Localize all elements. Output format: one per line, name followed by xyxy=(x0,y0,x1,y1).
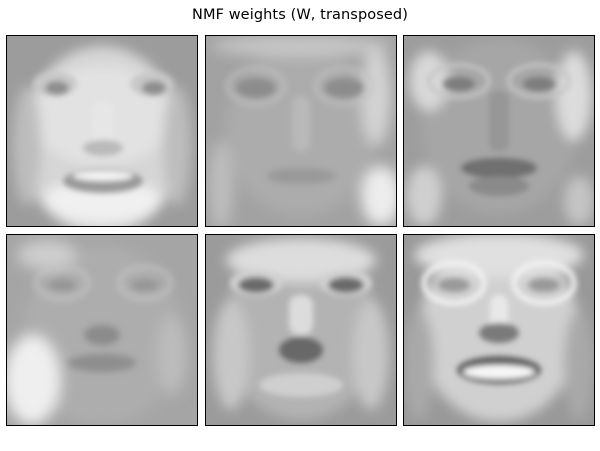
face-component-2 xyxy=(205,35,397,227)
face-component-4 xyxy=(6,234,198,426)
face-component-5 xyxy=(205,234,397,426)
face-component-1 xyxy=(6,35,198,227)
face-image-6 xyxy=(404,235,594,425)
face-image-4 xyxy=(7,235,197,425)
face-image-3 xyxy=(404,36,594,226)
face-image-1 xyxy=(7,36,197,226)
figure-title: NMF weights (W, transposed) xyxy=(192,7,408,23)
face-component-3 xyxy=(403,35,595,227)
face-image-2 xyxy=(206,36,396,226)
face-image-5 xyxy=(206,235,396,425)
face-component-6 xyxy=(403,234,595,426)
